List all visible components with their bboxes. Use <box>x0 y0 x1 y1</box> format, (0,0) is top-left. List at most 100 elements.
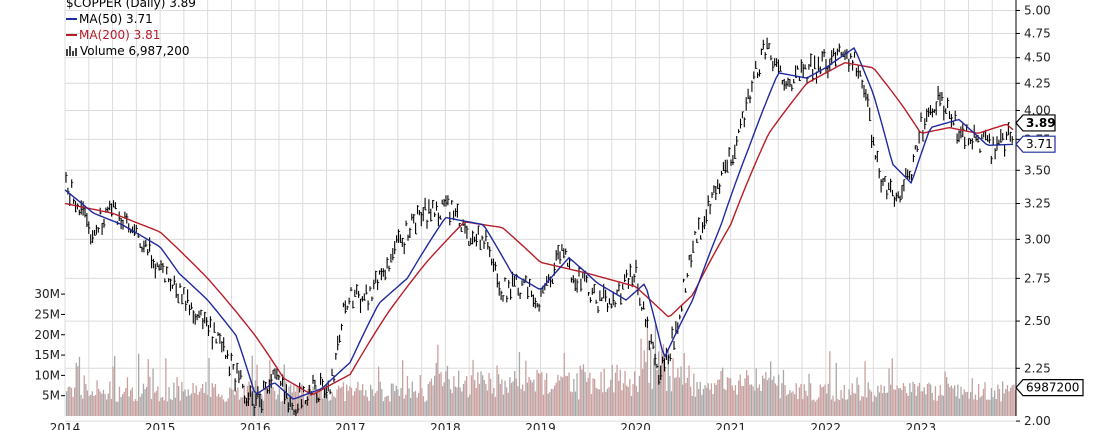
volume-bar <box>1000 401 1002 416</box>
volume-bar <box>358 390 361 416</box>
volume-bar <box>446 365 449 416</box>
volume-bar <box>349 386 351 416</box>
volume-bar <box>438 373 441 416</box>
volume-bar <box>517 386 519 416</box>
volume-bar <box>949 387 951 416</box>
volume-bar <box>507 392 509 416</box>
volume-bar <box>608 387 610 416</box>
volume-bar <box>194 392 196 416</box>
date-tick-label: 2019 <box>525 421 556 430</box>
volume-bar <box>219 397 221 416</box>
volume-bar <box>554 385 556 416</box>
volume-bar <box>653 358 655 416</box>
volume-bar <box>925 394 927 416</box>
price-bars <box>65 37 1014 417</box>
volume-bar <box>373 395 375 416</box>
volume-bar <box>645 361 647 416</box>
volume-bar <box>834 401 836 416</box>
volume-bar <box>664 368 666 416</box>
volume-bar <box>203 392 205 416</box>
volume-bar <box>674 378 676 416</box>
volume-bar <box>110 398 113 416</box>
volume-axis: 30M 25M 20M 15M 10M 5M <box>34 287 65 403</box>
volume-bar <box>432 385 434 416</box>
volume-bar <box>854 393 857 416</box>
volume-bar <box>888 368 890 416</box>
volume-bar <box>982 388 985 416</box>
ma200-line <box>64 61 1014 395</box>
volume-bar <box>784 385 786 416</box>
volume-bar <box>710 383 713 416</box>
volume-bar <box>814 401 817 416</box>
volume-bar <box>493 388 495 416</box>
volume-bar <box>616 364 618 416</box>
volume-bar <box>422 396 425 416</box>
price-tick-label: 5.00 <box>1024 3 1051 17</box>
volume-bar <box>739 374 741 416</box>
volume-bar <box>978 384 980 416</box>
volume-bar <box>800 383 802 416</box>
volume-bar <box>613 392 615 416</box>
price-tick-label: 4.25 <box>1024 76 1051 90</box>
volume-bar <box>734 385 737 416</box>
volume-bar <box>480 371 482 416</box>
volume-bar <box>651 388 653 416</box>
volume-bar <box>904 386 906 416</box>
volume-bar <box>451 393 453 416</box>
volume-bar <box>859 400 861 416</box>
volume-bar <box>706 387 708 416</box>
volume-bar <box>659 367 661 416</box>
volume-bar <box>371 389 373 416</box>
volume-bar <box>757 387 759 416</box>
volume-bar <box>747 375 749 416</box>
volume-bar <box>499 383 501 416</box>
volume-bar <box>786 395 788 416</box>
volume-bar <box>685 382 687 416</box>
volume-bar <box>661 350 663 416</box>
volume-bar <box>66 391 68 416</box>
volume-bar <box>768 377 770 416</box>
volume-bar <box>384 396 386 416</box>
volume-bar <box>482 375 484 416</box>
volume-bar <box>1005 389 1007 416</box>
volume-bar <box>944 371 946 416</box>
volume-bar <box>842 398 844 416</box>
volume-bar <box>285 381 287 416</box>
volume-bar <box>387 395 389 416</box>
volume-bar <box>360 390 362 416</box>
volume-bar <box>307 389 309 416</box>
price-tick-label: 4.75 <box>1024 26 1051 40</box>
volume-bar <box>744 378 746 416</box>
volume-bar <box>77 366 79 416</box>
volume-bar <box>637 391 639 416</box>
volume-bar <box>374 393 377 416</box>
volume-bar <box>115 401 117 416</box>
volume-bar <box>670 391 673 416</box>
volume-bar <box>973 399 975 416</box>
volume-bar <box>515 378 517 416</box>
volume-bar <box>90 394 92 416</box>
volume-bar <box>603 368 605 416</box>
volume-bar <box>730 378 732 416</box>
volume-bar <box>790 392 793 416</box>
volume-bar <box>130 390 132 416</box>
volume-bar <box>878 392 881 416</box>
volume-bar <box>1011 385 1013 416</box>
volume-bar <box>206 394 209 416</box>
volume-bar <box>128 396 130 416</box>
volume-bar <box>555 382 557 416</box>
volume-bar <box>477 372 479 416</box>
volume-bar <box>114 355 116 416</box>
volume-bar <box>187 389 189 416</box>
volume-bar <box>789 390 791 416</box>
volume-bar <box>402 360 404 416</box>
volume-bar <box>258 396 260 416</box>
volume-bar <box>858 384 860 416</box>
volume-bar <box>877 385 879 416</box>
volume-bar <box>578 399 580 416</box>
volume-bar <box>325 388 327 416</box>
volume-bar <box>496 365 498 416</box>
volume-bar <box>158 401 161 416</box>
volume-bar <box>238 399 241 416</box>
volume-bar <box>646 324 649 416</box>
